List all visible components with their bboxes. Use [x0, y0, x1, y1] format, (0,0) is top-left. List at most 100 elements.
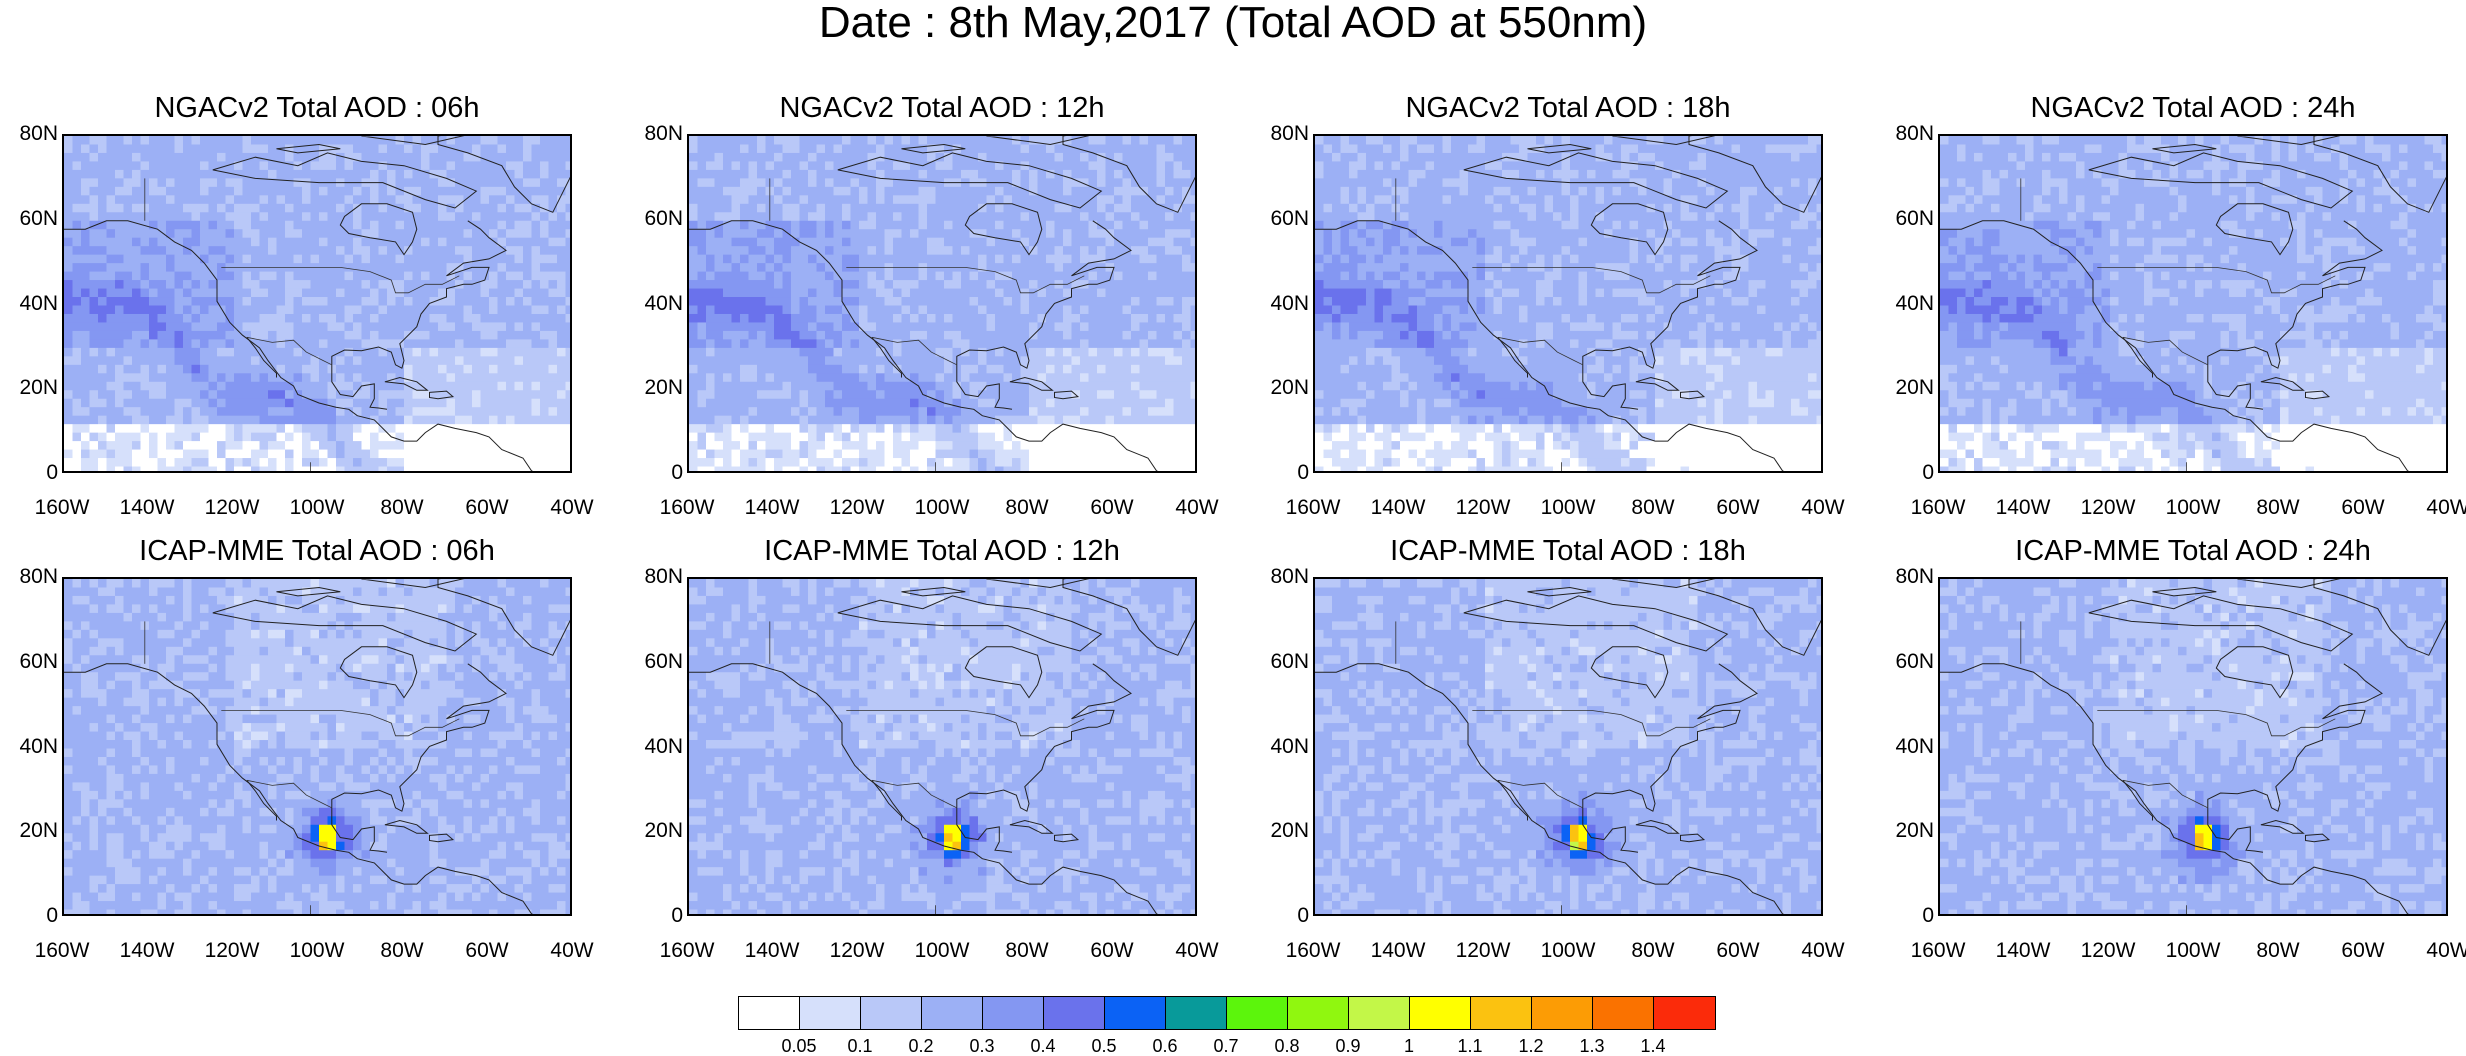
lon-tick-label: 40W: [1801, 939, 1845, 962]
colorbar-swatch: [1654, 997, 1715, 1029]
panel-title: ICAP-MME Total AOD : 24h: [2015, 535, 2371, 567]
lon-tick-label: 80W: [1631, 939, 1675, 962]
panel-title: ICAP-MME Total AOD : 18h: [1390, 535, 1746, 567]
lon-tick-label: 60W: [1090, 496, 1134, 519]
panel-title: NGACv2 Total AOD : 06h: [154, 92, 480, 124]
colorbar-label: 1: [1403, 1036, 1414, 1056]
colorbar-swatch: [922, 997, 983, 1029]
country-border: [1497, 336, 1583, 366]
lat-tick-label: 0: [671, 461, 683, 484]
coastline: [64, 220, 534, 471]
coastline: [689, 663, 1159, 914]
coastline: [1582, 364, 1639, 410]
lon-tick-label: 40W: [1175, 496, 1219, 519]
panel-title: NGACv2 Total AOD : 18h: [1405, 92, 1731, 124]
lat-tick-label: 80N: [19, 122, 58, 145]
colorbar-swatch: [1349, 997, 1410, 1029]
lat-tick-label: 40N: [19, 291, 58, 315]
panel-title: NGACv2 Total AOD : 24h: [2030, 92, 2356, 124]
lon-tick-label: 40W: [1801, 496, 1845, 519]
lat-tick-label: 20N: [1895, 376, 1934, 400]
lat-tick-label: 20N: [1270, 376, 1309, 400]
lat-tick-label: 0: [1297, 461, 1309, 484]
coastline: [1582, 220, 1758, 369]
coastline: [1680, 833, 1706, 843]
country-border: [871, 336, 957, 366]
lon-tick-label: 160W: [34, 496, 90, 519]
map-field: [1315, 579, 1821, 914]
lon-tick-label: 140W: [1370, 496, 1426, 519]
coastline: [361, 579, 465, 589]
coastline: [1497, 779, 1528, 821]
coastline: [986, 136, 1090, 146]
lat-tick-label: 40N: [1895, 734, 1934, 758]
country-border: [1472, 267, 1711, 294]
colorbar-label: 0.1: [847, 1036, 873, 1056]
coastline: [1590, 203, 1669, 256]
coastline: [331, 807, 388, 853]
coastline: [2088, 595, 2354, 652]
coastline: [1940, 220, 2410, 471]
coastline: [956, 220, 1132, 369]
colorbar-swatch: [1166, 997, 1227, 1029]
coastline: [1054, 833, 1080, 843]
coastline: [2207, 663, 2383, 812]
lon-tick-label: 80W: [380, 939, 424, 962]
lat-tick-label: 80N: [1895, 565, 1934, 588]
coastline: [437, 136, 570, 213]
colorbar-swatch: [1532, 997, 1593, 1029]
country-border: [221, 710, 460, 737]
coastline: [2122, 336, 2153, 378]
colorbar-swatch: [1105, 997, 1166, 1029]
lon-tick-label: 60W: [1716, 939, 1760, 962]
coastline: [212, 152, 478, 209]
lat-tick-label: 80N: [19, 565, 58, 588]
lon-tick-label: 140W: [119, 939, 175, 962]
lon-tick-label: 160W: [34, 939, 90, 962]
lon-tick-label: 60W: [465, 496, 509, 519]
lon-tick-label: 80W: [2256, 939, 2300, 962]
lat-tick-label: 20N: [1270, 819, 1309, 843]
coastline: [1612, 136, 1716, 146]
lat-tick-label: 20N: [644, 819, 683, 843]
coastline: [212, 595, 478, 652]
colorbar-swatch: [1410, 997, 1471, 1029]
coastline: [1062, 136, 1195, 213]
coastline: [837, 152, 1103, 209]
coastline: [964, 646, 1043, 699]
colorbar-label: 0.9: [1335, 1036, 1361, 1056]
lon-tick-label: 120W: [829, 496, 885, 519]
map-field: [1315, 136, 1821, 471]
coastline: [1315, 663, 1785, 914]
coastline: [2152, 586, 2217, 597]
coastline: [429, 390, 455, 400]
coastline: [2207, 220, 2383, 369]
coastline: [956, 364, 1013, 410]
lon-tick-label: 140W: [744, 496, 800, 519]
map-field: [1940, 136, 2446, 471]
lon-tick-label: 160W: [1285, 496, 1341, 519]
colorbar-label: 0.3: [969, 1036, 995, 1056]
country-border: [846, 267, 1085, 294]
coastline: [1463, 595, 1729, 652]
lon-tick-label: 140W: [119, 496, 175, 519]
lon-tick-label: 60W: [465, 939, 509, 962]
lat-tick-label: 20N: [19, 819, 58, 843]
coastline: [437, 579, 570, 656]
lat-tick-label: 0: [1922, 461, 1934, 484]
lat-tick-label: 80N: [1270, 565, 1309, 588]
country-border: [2097, 710, 2336, 737]
colorbar-swatch: [1288, 997, 1349, 1029]
coastline: [964, 203, 1043, 256]
coastline: [956, 663, 1132, 812]
coastline: [2313, 579, 2446, 656]
coastline: [901, 143, 966, 154]
lat-tick-label: 40N: [644, 734, 683, 758]
coastline: [384, 819, 429, 834]
lon-tick-label: 100W: [914, 496, 970, 519]
colorbar-label: 0.5: [1091, 1036, 1117, 1056]
coastline: [2207, 364, 2264, 410]
coastline: [1582, 807, 1639, 853]
coastline: [689, 220, 1159, 471]
lon-tick-label: 120W: [204, 939, 260, 962]
